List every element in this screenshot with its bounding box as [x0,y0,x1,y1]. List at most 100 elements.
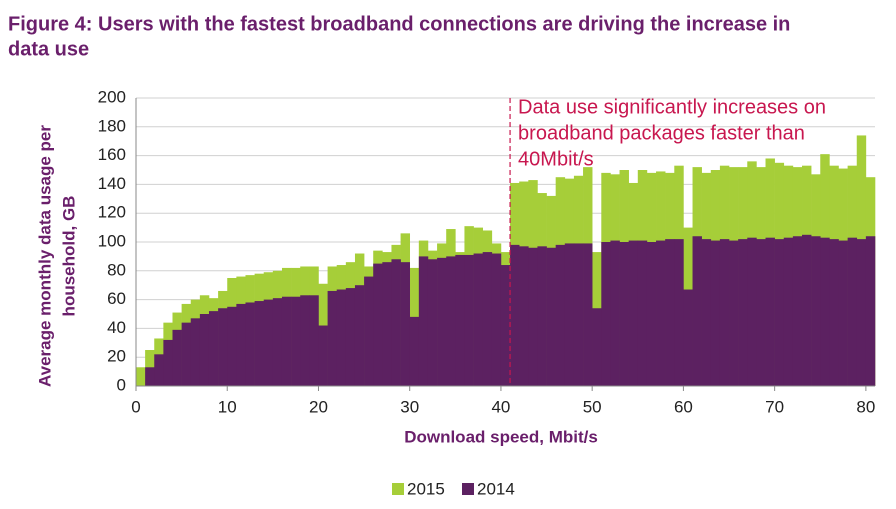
y-tick-label: 160 [98,145,126,164]
bar [327,290,338,386]
bar [336,289,347,386]
bar [573,243,584,386]
bar [838,240,848,386]
bar [847,237,858,386]
bar [464,254,474,386]
bar [811,236,821,386]
bar [400,262,411,386]
bar [263,299,274,386]
bar [272,298,283,386]
legend-label: 2015 [407,479,445,498]
bar [765,237,775,386]
bar [783,237,794,386]
bar [291,296,301,386]
bar [382,262,392,386]
y-tick-label: 60 [107,289,126,308]
bar [345,288,356,386]
bar [628,240,639,386]
bar [802,234,812,386]
bar [373,263,383,386]
y-tick-label: 200 [98,87,126,106]
bar [318,325,328,386]
y-tick-label: 100 [98,231,126,250]
bar [674,239,684,386]
bar [473,253,483,386]
annotation-text: Data use significantly increases on [518,96,826,118]
bar [564,243,575,386]
bar [528,247,538,386]
bar [601,242,611,386]
bar [583,243,593,386]
bar [181,322,192,386]
annotation-text: 40Mbit/s [518,148,594,170]
bar [592,308,602,386]
bar [719,239,730,386]
bar [199,314,210,386]
bar [208,311,219,386]
legend-label: 2014 [477,479,515,498]
bar [163,339,173,386]
x-tick-label: 30 [400,397,419,416]
bar [391,259,401,386]
bar [364,276,374,386]
bar [537,246,547,386]
bar [738,239,748,386]
bar [309,295,319,386]
bar [409,316,420,386]
bar [683,289,693,386]
bar [756,239,766,386]
x-tick-label: 60 [674,397,693,416]
bar [172,329,182,386]
bar [437,257,447,386]
x-tick-label: 50 [583,397,602,416]
y-tick-label: 20 [107,347,126,366]
y-tick-label: 120 [98,203,126,222]
bar [656,240,666,386]
bar [774,239,785,386]
x-tick-label: 20 [309,397,328,416]
bar [500,265,511,386]
legend-swatch [462,483,474,495]
bar [692,236,702,386]
bar [637,240,648,386]
y-axis-label: household, GB [59,196,78,317]
bar [856,239,867,386]
bar [254,301,265,386]
bar [820,237,830,386]
bar [227,306,237,386]
bar [710,240,721,386]
bar [747,237,757,386]
bar [665,239,675,386]
bar [510,244,520,386]
y-tick-label: 180 [98,116,126,135]
bar [136,367,146,386]
bar [427,259,438,386]
bar [829,239,839,386]
bar [792,236,803,386]
bar [245,302,255,386]
bar [218,308,228,386]
bar [519,246,529,386]
bar [236,303,246,386]
y-tick-label: 40 [107,318,126,337]
bar [281,296,292,386]
x-tick-label: 10 [218,397,237,416]
chart-title: data use [8,38,89,60]
bar [546,247,556,386]
y-axis-label: Average monthly data usage per [35,125,54,387]
x-axis-label: Download speed, Mbit/s [404,427,598,446]
bar [619,242,629,386]
bar [701,239,712,386]
bar [418,256,429,386]
x-tick-label: 0 [131,397,140,416]
y-tick-label: 80 [107,260,126,279]
bar [455,254,465,386]
annotation-text: broadband packages faster than [518,122,805,144]
x-tick-label: 80 [856,397,875,416]
legend-swatch [392,483,404,495]
bar [154,354,164,386]
x-tick-label: 40 [491,397,510,416]
bar [190,318,201,386]
bar [646,242,657,386]
